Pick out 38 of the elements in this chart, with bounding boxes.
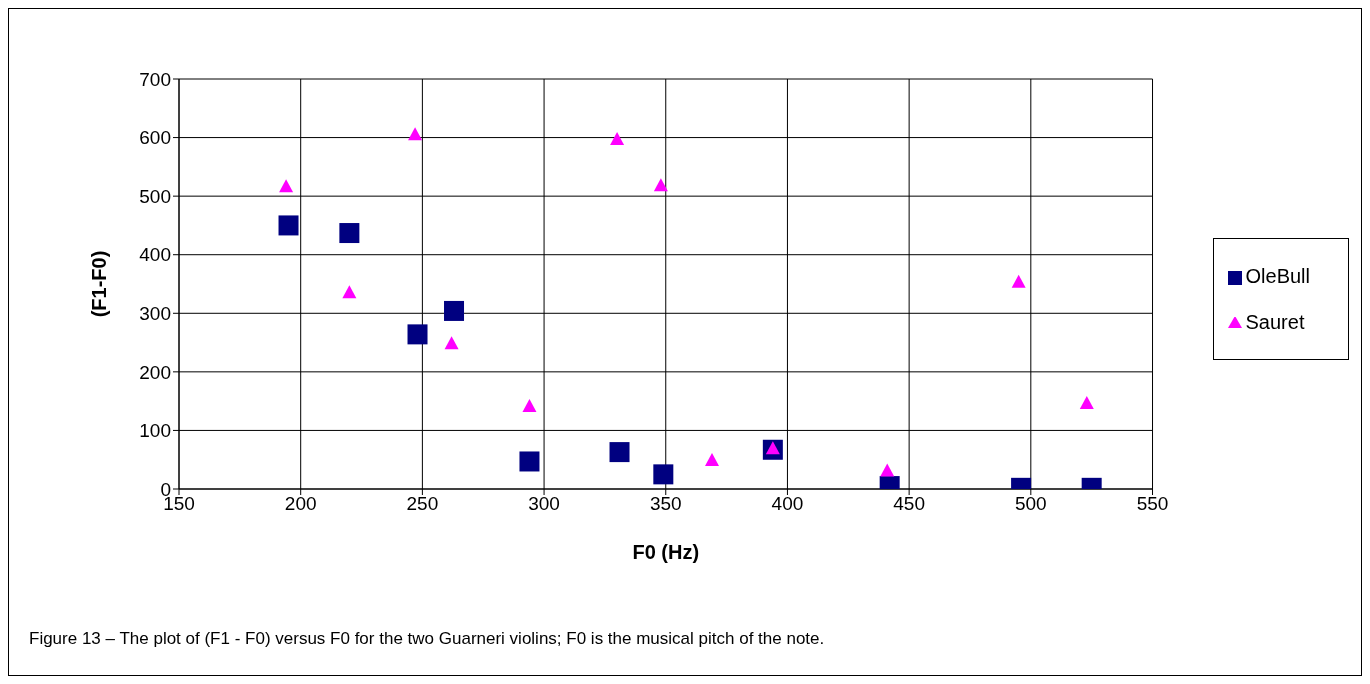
point <box>880 463 895 477</box>
point <box>342 285 357 299</box>
x-tick-label: 300 <box>528 493 560 515</box>
caption: Figure 13 – The plot of (F1 - F0) versus F0 for the two Guarneri violins; F0 is the musical pitch of the note. <box>29 629 825 649</box>
point <box>444 300 465 321</box>
y-tick-label: 700 <box>139 68 171 90</box>
point <box>407 324 428 345</box>
x-tick-label: 350 <box>649 493 682 515</box>
point <box>278 215 299 236</box>
point <box>610 131 625 145</box>
point <box>1011 274 1026 288</box>
point <box>522 399 537 412</box>
x-tick-label: 400 <box>771 493 804 515</box>
legend-label: OleBull <box>1245 265 1310 287</box>
y-axis-title: (F1-F0) <box>88 250 111 318</box>
point <box>444 336 459 350</box>
x-tick-label: 450 <box>893 493 925 515</box>
point <box>705 452 719 466</box>
x-tick-label: 500 <box>1014 493 1047 515</box>
y-tick-label: 600 <box>139 127 171 149</box>
y-tick-label: 100 <box>139 420 171 442</box>
y-tick-label: 500 <box>139 185 171 207</box>
x-axis-title: F0 (Hz) <box>632 541 700 563</box>
point <box>408 127 423 141</box>
y-tick-label: 200 <box>139 361 171 383</box>
point <box>653 178 668 192</box>
point <box>1079 396 1094 410</box>
y-tick-label: 400 <box>139 244 171 266</box>
point <box>279 179 294 193</box>
x-tick-label: 250 <box>406 493 439 515</box>
point <box>609 442 630 463</box>
x-tick-label: 550 <box>1136 493 1169 515</box>
legend-label: Sauret <box>1245 311 1305 333</box>
point <box>519 451 540 472</box>
x-tick-label: 200 <box>284 493 317 515</box>
y-tick-label: 300 <box>139 303 171 325</box>
point <box>339 223 360 244</box>
point <box>653 464 674 485</box>
